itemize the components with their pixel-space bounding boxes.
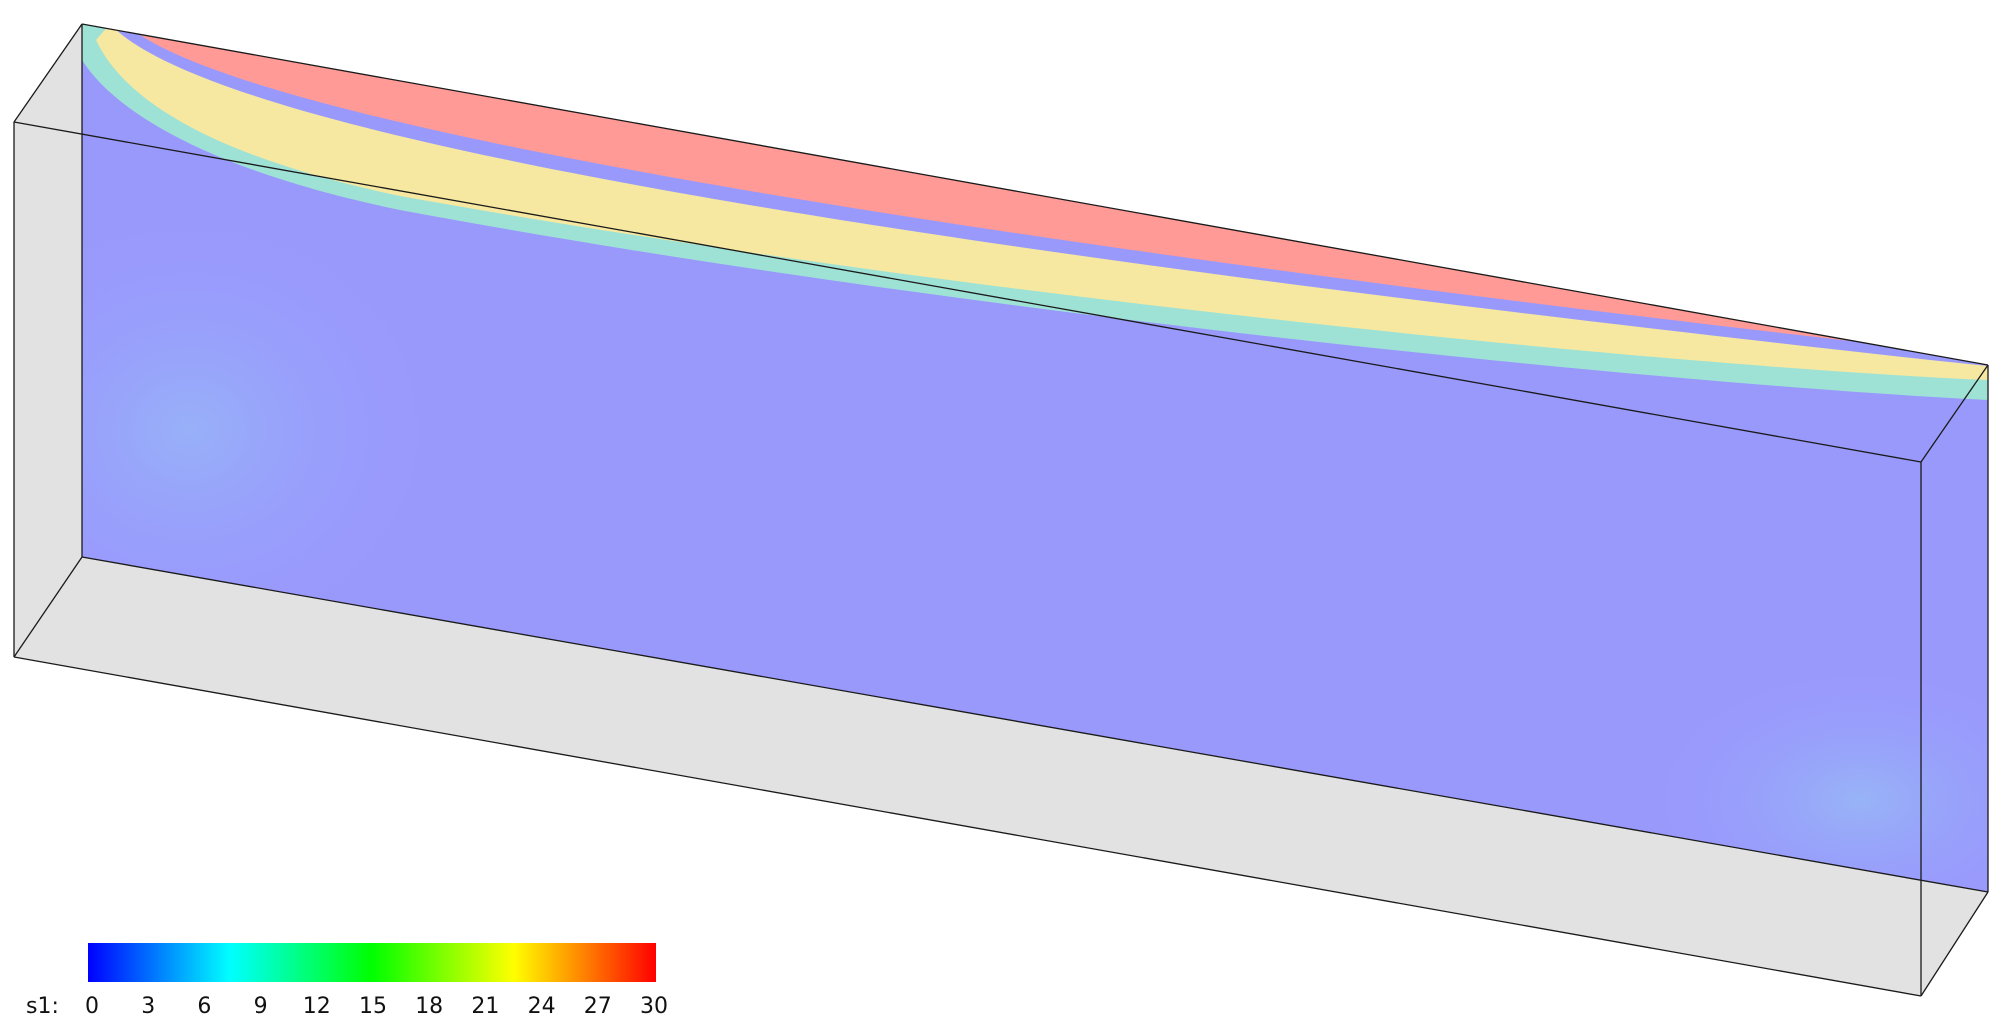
box-bottom-face (14, 557, 1988, 996)
colorbar-tick-label: 12 (303, 994, 331, 1019)
low-corner-glow-left (82, 200, 450, 660)
box-edges (13, 23, 1989, 997)
colorbar-variable-label: s1: (26, 994, 59, 1019)
colorbar-tick-label: 24 (528, 994, 556, 1019)
colorbar-tick-label: 18 (415, 994, 443, 1019)
colorbar-tick-label: 0 (85, 994, 99, 1019)
colorbar-tick-label: 3 (141, 994, 155, 1019)
colorbar-tick-label: 15 (359, 994, 387, 1019)
colorbar-tick-label: 30 (640, 994, 668, 1019)
colorbar-tick-label: 6 (197, 994, 211, 1019)
colorbar-tick-label: 21 (471, 994, 499, 1019)
colorbar-ticks: 0 3 6 9 12 15 18 21 24 27 30 (85, 994, 668, 1019)
colorbar-tick-label: 9 (254, 994, 268, 1019)
colorbar-tick-label: 27 (584, 994, 612, 1019)
colorbar-gradient (88, 943, 656, 982)
concentration-front-yellow (96, 24, 1988, 380)
box-left-face (14, 24, 82, 657)
colorbar: s1: 0 3 6 9 12 15 18 21 24 27 30 (26, 943, 668, 1019)
